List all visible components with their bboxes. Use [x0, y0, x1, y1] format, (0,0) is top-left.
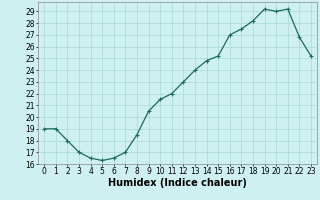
X-axis label: Humidex (Indice chaleur): Humidex (Indice chaleur) — [108, 178, 247, 188]
